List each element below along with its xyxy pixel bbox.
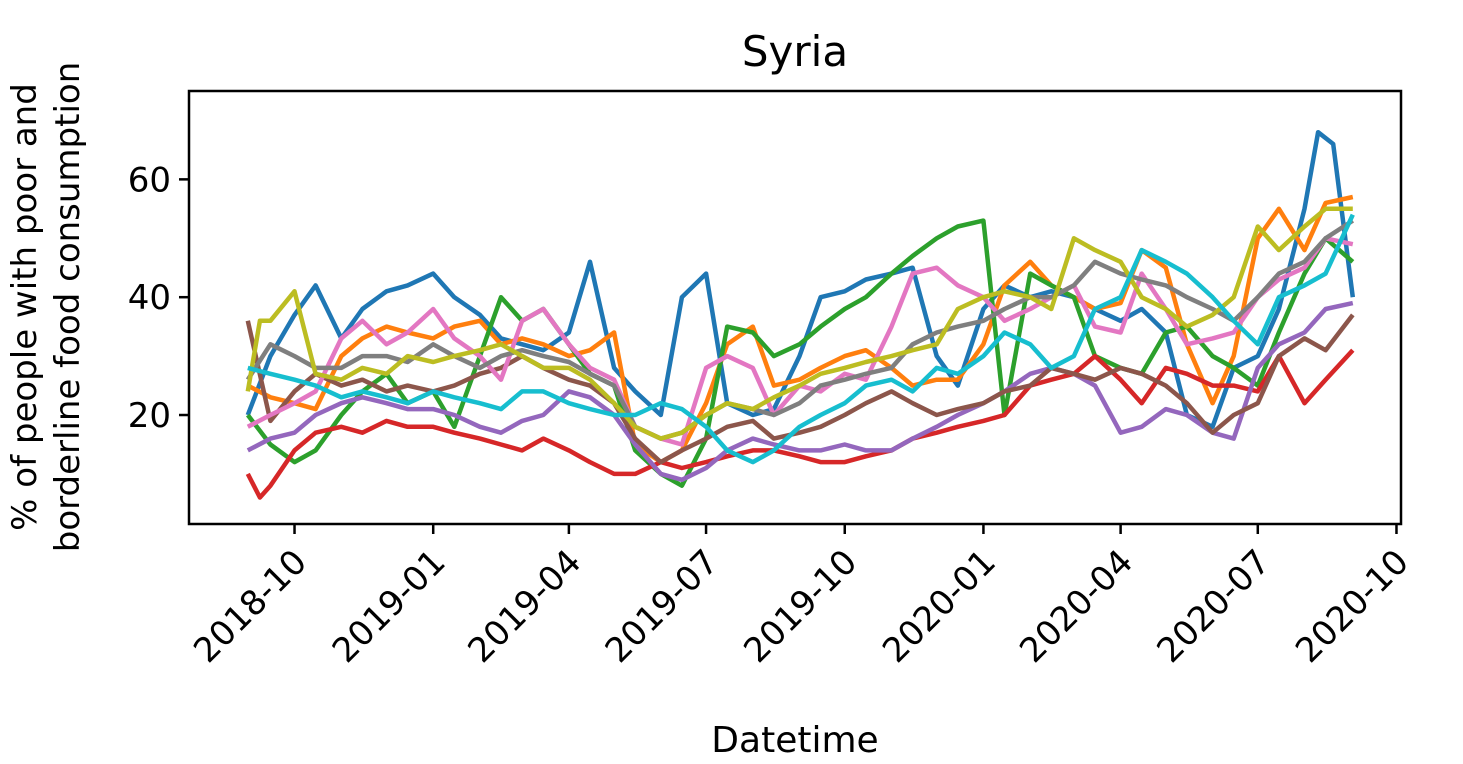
y-axis-label-line-2: borderline food consumption — [48, 62, 88, 553]
series-line-8 — [245, 218, 1355, 441]
y-axis-ticks: 20 40 60 — [128, 160, 189, 436]
series-line-4 — [245, 348, 1355, 500]
series-line-10 — [247, 213, 1355, 465]
chart-title: Syria — [742, 27, 848, 76]
y-tick-label-2: 40 — [128, 278, 171, 318]
y-axis-label-line-1: % of people with poor and — [5, 83, 45, 531]
y-tick-label-3: 60 — [128, 160, 171, 200]
plot-area-frame — [187, 89, 1403, 526]
y-axis-label: % of people with poor and borderline foo… — [5, 62, 88, 553]
series-layer — [245, 129, 1356, 500]
y-tick-label-1: 20 — [128, 396, 171, 436]
series-line-2 — [246, 194, 1354, 465]
x-axis-label: Datetime — [711, 720, 878, 761]
series-line-9 — [245, 206, 1353, 441]
series-line-5 — [246, 300, 1354, 483]
